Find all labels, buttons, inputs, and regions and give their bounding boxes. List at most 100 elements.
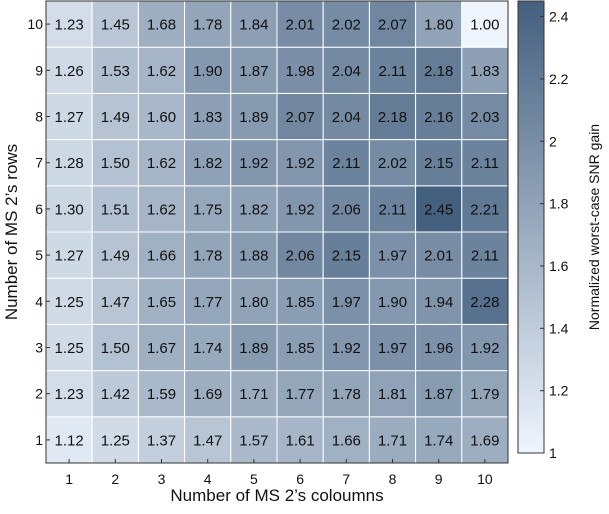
cell-value-label: 1.79	[470, 386, 499, 403]
heatmap-cell	[276, 277, 324, 325]
heatmap-cell	[368, 323, 417, 372]
cell-value-label: 2.21	[470, 201, 499, 218]
cell-value-label: 1.75	[193, 201, 222, 218]
cell-value-label: 1.28	[54, 155, 83, 172]
cell-value-label: 1.85	[285, 294, 314, 311]
cell-value-label: 2.02	[378, 155, 407, 172]
cell-value-label: 1.92	[285, 155, 314, 172]
cell-value-label: 2.06	[332, 201, 361, 218]
cell-value-label: 2.18	[424, 63, 453, 80]
cell-value-label: 2.18	[378, 109, 407, 126]
cell-value-label: 1.87	[424, 386, 453, 403]
cell-value-label: 1.85	[285, 340, 314, 357]
cell-value-label: 1.71	[239, 386, 268, 403]
x-tick-label: 3	[158, 471, 166, 487]
cell-value-label: 1.12	[54, 432, 83, 449]
x-tick-label: 2	[111, 471, 119, 487]
cell-value-label: 2.45	[424, 201, 453, 218]
heatmap-cell	[230, 185, 278, 233]
heatmap-cell	[184, 277, 232, 325]
colorbar-title: Normalized worst-case SNR gain	[586, 124, 602, 330]
cell-value-label: 1.88	[239, 248, 268, 265]
cell-value-label: 1.69	[470, 432, 499, 449]
colorbar-tick-label: 1.4	[549, 320, 569, 336]
heatmap-cell	[230, 46, 278, 94]
heatmap-cell	[415, 139, 463, 187]
cell-value-label: 1.78	[332, 386, 361, 403]
heatmap-cell	[45, 323, 93, 372]
cell-value-label: 2.07	[378, 17, 407, 34]
cell-value-label: 2.11	[378, 201, 406, 218]
heatmap-cell	[461, 231, 509, 279]
heatmap-cell	[230, 0, 278, 48]
y-tick-label: 7	[35, 155, 43, 171]
heatmap-cell	[322, 185, 370, 233]
cell-value-label: 1.97	[332, 294, 361, 311]
heatmap-cell	[322, 370, 370, 418]
cell-value-label: 1.61	[285, 432, 314, 449]
heatmap-cell	[461, 416, 509, 464]
x-tick-label: 8	[389, 471, 397, 487]
heatmap-cell	[368, 416, 417, 464]
y-axis-title: Number of MS 2’s rows	[2, 144, 21, 320]
cell-value-label: 2.03	[470, 109, 499, 126]
cell-value-label: 1.96	[424, 340, 453, 357]
cell-value-label: 2.06	[285, 248, 314, 265]
cell-value-label: 1.82	[193, 155, 222, 172]
heatmap-cell	[137, 46, 186, 94]
cell-value-label: 1.45	[101, 17, 130, 34]
colorbar-tick-label: 2.2	[549, 71, 569, 87]
heatmap-cell	[91, 370, 139, 418]
y-axis-ticks: 1 2 3 4 5 6 7 8 9 10	[27, 16, 50, 448]
heatmap-cell	[322, 92, 370, 141]
cell-value-label: 1.50	[101, 155, 130, 172]
cell-value-label: 1.74	[424, 432, 453, 449]
colorbar-tick-label: 2	[549, 133, 557, 149]
cell-value-label: 1.94	[424, 294, 453, 311]
heatmap-cell	[276, 0, 324, 48]
y-tick-label: 2	[35, 386, 43, 402]
heatmap-cell	[415, 0, 463, 48]
cell-value-label: 1.77	[285, 386, 314, 403]
heatmap-cell	[137, 0, 186, 48]
heatmap-cell	[368, 277, 417, 325]
y-tick-label: 9	[35, 62, 43, 78]
heatmap-cell	[276, 139, 324, 187]
heatmap-cell	[322, 323, 370, 372]
cell-value-label: 2.04	[332, 63, 361, 80]
heatmap-cell	[184, 185, 232, 233]
cell-value-label: 1.25	[54, 340, 83, 357]
heatmap-cell	[91, 231, 139, 279]
heatmap-cell	[276, 92, 324, 141]
colorbar-tick-label: 1.2	[549, 383, 569, 399]
cell-value-label: 1.89	[239, 109, 268, 126]
colorbar	[517, 0, 545, 454]
cell-value-label: 1.60	[147, 109, 176, 126]
cell-value-label: 1.25	[101, 432, 130, 449]
heatmap-cell	[415, 231, 463, 279]
y-tick-label: 8	[35, 109, 43, 125]
cell-value-label: 1.57	[239, 432, 268, 449]
cell-value-label: 1.97	[378, 248, 407, 265]
cell-value-label: 2.15	[332, 248, 361, 265]
heatmap-cell	[91, 139, 139, 187]
cell-value-label: 1.47	[101, 294, 130, 311]
colorbar-tick-label: 1.6	[549, 258, 569, 274]
cell-value-label: 1.26	[54, 63, 83, 80]
x-tick-label: 4	[204, 471, 212, 487]
heatmap-cell	[45, 416, 93, 464]
y-tick-label: 5	[35, 247, 43, 263]
cell-value-label: 1.83	[470, 63, 499, 80]
cell-value-label: 1.80	[424, 17, 453, 34]
cell-value-label: 1.92	[239, 155, 268, 172]
heatmap-cell	[230, 323, 278, 372]
heatmap-cell	[230, 92, 278, 141]
heatmap-cell	[415, 185, 463, 233]
heatmap-cell	[368, 370, 417, 418]
heatmap-cell-labels: 1.12 1.25 1.37 1.47 1.57 1.61 1.66 1.71 1.74 1.69…	[54, 17, 499, 450]
heatmap-cell	[45, 139, 93, 187]
heatmap-cell	[91, 0, 139, 48]
cell-value-label: 1.92	[285, 201, 314, 218]
y-tick-label: 3	[35, 340, 43, 356]
